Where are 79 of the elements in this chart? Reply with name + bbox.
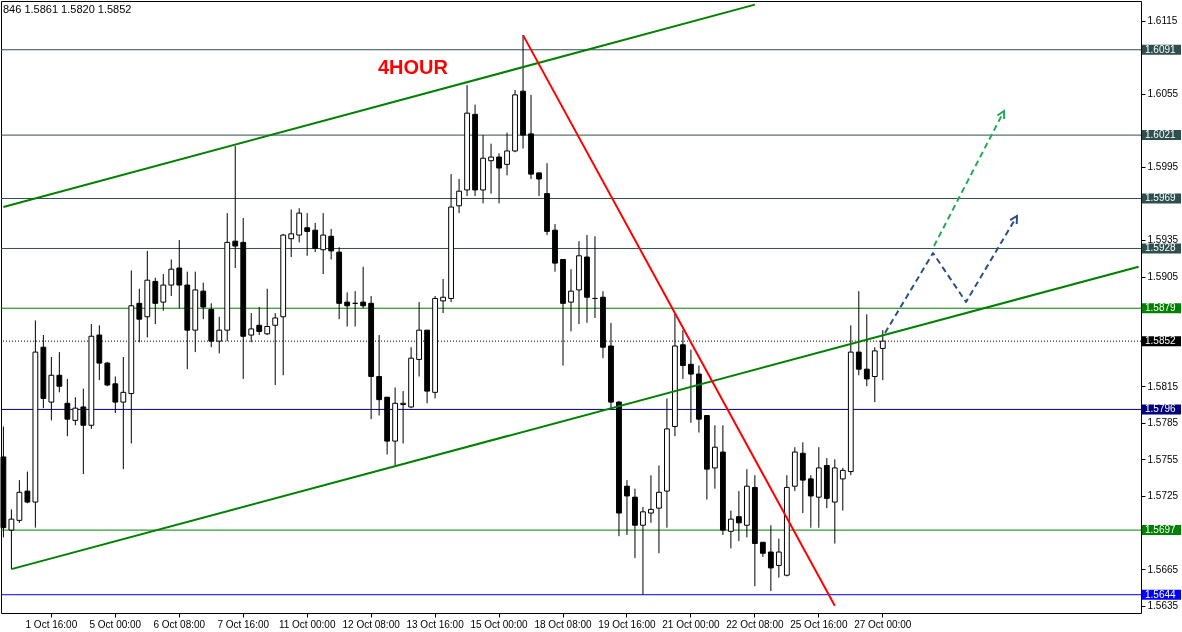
candlestick bbox=[568, 268, 574, 332]
candlestick bbox=[767, 524, 774, 592]
x-tick-label: 27 Oct 00:00 bbox=[854, 618, 912, 630]
y-tick-label: 1.6055 bbox=[1147, 88, 1179, 100]
y-tick-label: 1.5665 bbox=[1147, 563, 1179, 575]
candlestick bbox=[24, 471, 31, 504]
candlestick bbox=[64, 378, 71, 437]
candlestick bbox=[456, 178, 462, 214]
candlestick bbox=[168, 258, 175, 297]
ref-line-label: 1.5697 bbox=[1145, 524, 1177, 536]
y-tick-label: 1.5755 bbox=[1147, 453, 1179, 465]
x-tick-label: 6 Oct 08:00 bbox=[153, 618, 206, 630]
x-tick-label: 7 Oct 16:00 bbox=[217, 618, 270, 630]
candlestick bbox=[656, 464, 662, 554]
candlestick bbox=[56, 351, 63, 393]
candlestick bbox=[440, 278, 446, 314]
candlestick bbox=[152, 277, 159, 325]
ref-line-label: 1.5796 bbox=[1145, 403, 1177, 415]
candlestick bbox=[232, 145, 239, 269]
candlestick bbox=[8, 508, 15, 570]
candlestick bbox=[504, 132, 510, 176]
candlestick bbox=[727, 510, 734, 549]
candlestick bbox=[296, 207, 303, 243]
x-tick-label: 5 Oct 00:00 bbox=[89, 618, 142, 630]
ref-line-label: 1.5852 bbox=[1145, 335, 1177, 347]
candlestick bbox=[112, 375, 119, 414]
candlestick bbox=[839, 467, 846, 512]
candlestick bbox=[536, 172, 542, 197]
ref-line-label: 1.5969 bbox=[1145, 192, 1177, 204]
candlestick bbox=[807, 474, 814, 529]
annotation: 846 1.5861 1.5820 1.5852 bbox=[3, 3, 132, 15]
candlestick bbox=[624, 479, 630, 536]
candlestick bbox=[72, 396, 79, 426]
x-tick-label: 19 Oct 16:00 bbox=[598, 618, 657, 630]
y-tick-label: 1.5905 bbox=[1147, 271, 1179, 283]
candlestick bbox=[855, 290, 862, 376]
candlestick bbox=[344, 291, 351, 328]
candlestick bbox=[775, 538, 782, 579]
candlestick bbox=[712, 424, 718, 490]
candlestick bbox=[288, 208, 295, 258]
y-tick-label: 1.5815 bbox=[1147, 380, 1179, 392]
candlestick bbox=[160, 273, 167, 312]
x-tick-label: 21 Oct 00:00 bbox=[662, 618, 720, 630]
candlestick bbox=[400, 390, 407, 445]
x-tick-label: 18 Oct 08:00 bbox=[534, 618, 593, 630]
candlestick bbox=[648, 474, 654, 524]
ref-line-label: 1.6021 bbox=[1145, 129, 1177, 141]
ref-line-label: 1.6091 bbox=[1145, 43, 1177, 55]
x-tick-label: 15 Oct 00:00 bbox=[470, 618, 529, 630]
y-tick-label: 1.5785 bbox=[1147, 417, 1179, 429]
candlestick bbox=[200, 282, 207, 320]
candlestick bbox=[488, 143, 494, 195]
candlestick bbox=[176, 239, 183, 309]
candlestick bbox=[688, 349, 694, 424]
x-tick-label: 12 Oct 08:00 bbox=[342, 618, 401, 630]
y-tick-label: 1.5725 bbox=[1147, 490, 1179, 502]
y-tick-label: 1.5995 bbox=[1147, 161, 1179, 173]
candlestick bbox=[320, 212, 327, 275]
candlestick bbox=[256, 306, 263, 336]
candlestick bbox=[735, 490, 742, 542]
candlestick bbox=[328, 228, 335, 260]
candlestick bbox=[312, 222, 319, 253]
x-tick-label: 1 Oct 16:00 bbox=[25, 618, 78, 630]
annotation: 4HOUR bbox=[377, 56, 449, 78]
candlestick bbox=[120, 356, 127, 470]
y-tick-label: 1.6115 bbox=[1147, 15, 1178, 27]
candlestick bbox=[264, 288, 271, 336]
x-tick-label: 13 Oct 16:00 bbox=[406, 618, 465, 630]
candlestick bbox=[304, 212, 311, 257]
x-tick-label: 25 Oct 16:00 bbox=[790, 618, 848, 630]
y-tick-label: 1.5635 bbox=[1147, 600, 1179, 612]
candlestick bbox=[80, 388, 87, 475]
ref-line-label: 1.5644 bbox=[1145, 588, 1177, 600]
candlestick bbox=[360, 266, 367, 309]
candlestick bbox=[496, 152, 502, 204]
ref-line-label: 1.5879 bbox=[1145, 302, 1177, 314]
candlestick bbox=[640, 506, 646, 596]
x-tick-label: 11 Oct 00:00 bbox=[278, 618, 336, 630]
x-tick-label: 22 Oct 08:00 bbox=[726, 618, 784, 630]
